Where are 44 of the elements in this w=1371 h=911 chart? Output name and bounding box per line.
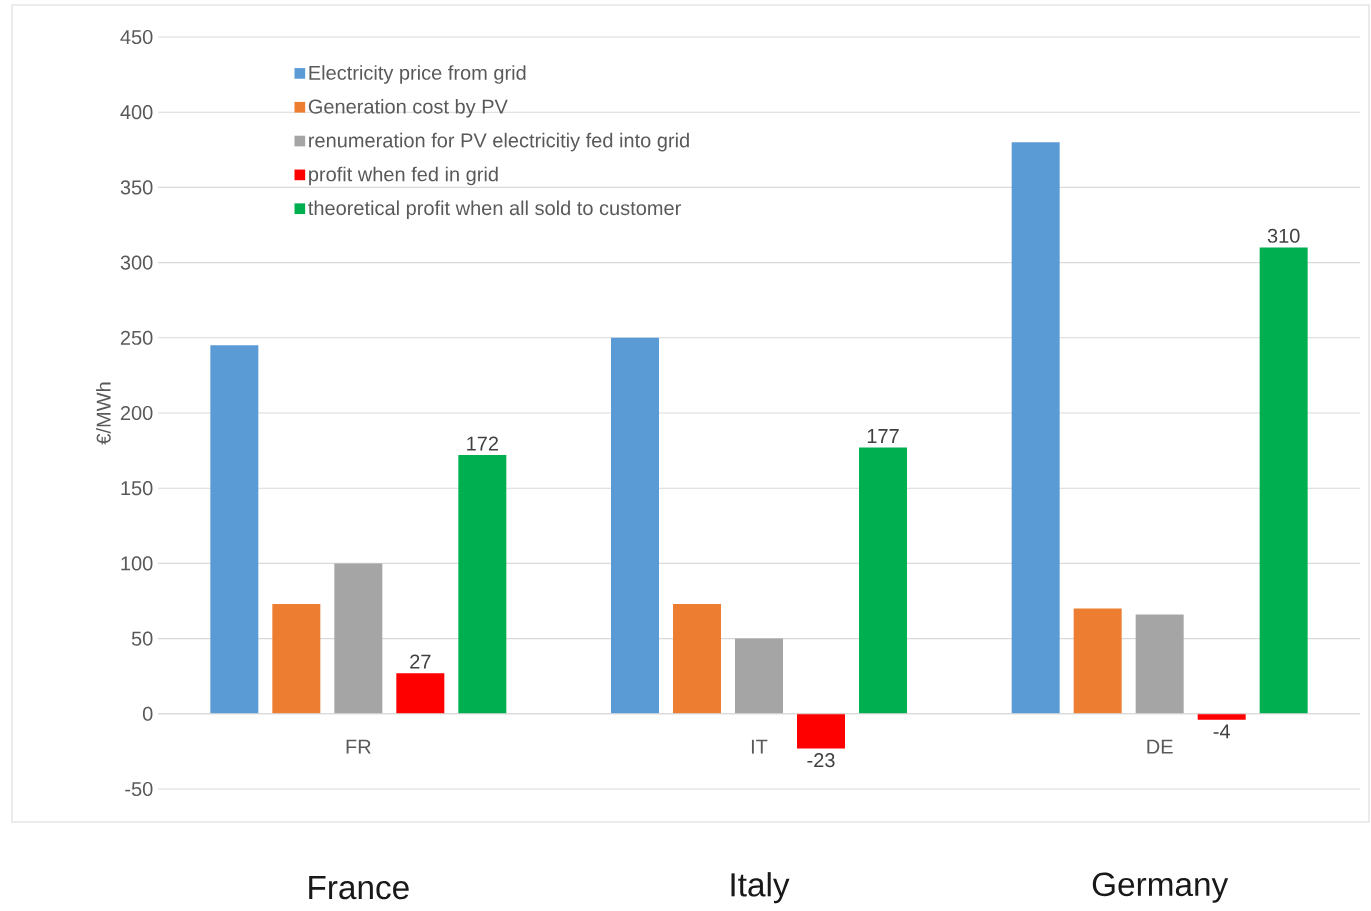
data-label: -23 bbox=[807, 753, 835, 768]
bar bbox=[1135, 614, 1184, 714]
x-tick-label: FR bbox=[346, 739, 371, 754]
text: Italy bbox=[731, 872, 790, 904]
bar bbox=[1197, 713, 1246, 720]
text: Germany bbox=[1092, 872, 1229, 903]
x-tick-label: IT bbox=[751, 739, 768, 754]
data-label: 27 bbox=[410, 654, 431, 669]
y-axis-title: €/MWh bbox=[96, 382, 111, 445]
y-tick-label: 300 bbox=[120, 255, 153, 270]
bar bbox=[797, 713, 845, 749]
bar bbox=[859, 447, 908, 714]
bar bbox=[673, 604, 721, 714]
legend-label: Electricity price from grid bbox=[309, 65, 526, 84]
data-label: 177 bbox=[867, 429, 899, 443]
legend-label: theoretical profit when all sold to customer bbox=[308, 200, 681, 220]
y-tick-label: 150 bbox=[121, 481, 153, 496]
bar bbox=[458, 455, 507, 714]
text: France bbox=[309, 876, 409, 900]
data-label: 172 bbox=[467, 436, 499, 451]
y-tick-label: 350 bbox=[120, 180, 153, 195]
x-tick-label: DE bbox=[1147, 739, 1173, 754]
bar bbox=[272, 604, 321, 714]
bar bbox=[1073, 608, 1122, 714]
bar bbox=[735, 638, 784, 714]
data-label: 310 bbox=[1267, 228, 1300, 243]
y-tick-label: 100 bbox=[121, 556, 153, 571]
y-tick-label: 0 bbox=[142, 706, 153, 721]
y-tick-label: -50 bbox=[125, 781, 153, 797]
legend-label: Generation cost by PV bbox=[308, 98, 508, 118]
bar bbox=[611, 337, 659, 714]
legend-label: renumeration for PV electricitiy fed into grid bbox=[309, 132, 689, 152]
y-tick-label: 50 bbox=[131, 631, 153, 646]
bar bbox=[396, 673, 445, 714]
y-tick-label: 250 bbox=[120, 330, 153, 345]
bar bbox=[1259, 247, 1308, 714]
data-label: -4 bbox=[1213, 724, 1230, 739]
bar bbox=[1011, 142, 1060, 714]
y-tick-label: 400 bbox=[120, 105, 153, 120]
bar bbox=[334, 563, 383, 714]
bar bbox=[210, 345, 259, 714]
y-tick-label: 200 bbox=[120, 405, 153, 421]
legend-label: profit when fed in grid bbox=[309, 166, 498, 186]
y-tick-label: 450 bbox=[120, 29, 153, 45]
